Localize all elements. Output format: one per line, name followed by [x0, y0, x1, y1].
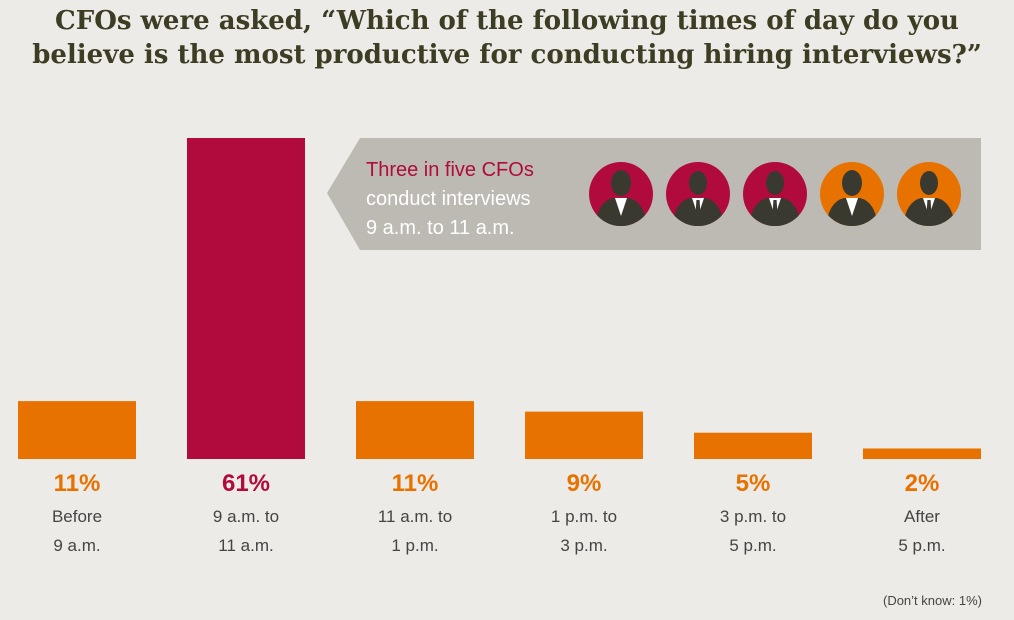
category-label-1-line-1: 9 a.m. to — [213, 507, 279, 526]
category-label-3-line-2: 3 p.m. — [560, 536, 607, 555]
bar-3 — [525, 411, 643, 459]
labels-group: 11% Before 9 a.m. 61% 9 a.m. to 11 a.m. 11% 11 … — [52, 470, 946, 555]
value-label-4: 5% — [736, 470, 771, 497]
woman-silhouette-icon — [820, 162, 884, 226]
value-label-2: 11% — [392, 470, 439, 497]
category-label-4-line-1: 3 p.m. to — [720, 507, 786, 526]
woman-silhouette-icon — [589, 162, 653, 226]
callout-line-1: Three in five CFOs — [366, 159, 534, 181]
chart-title-line-1: CFOs were asked, “Which of the following… — [55, 6, 959, 36]
man-silhouette-icon — [743, 162, 807, 226]
category-label-5-line-2: 5 p.m. — [898, 536, 945, 555]
bar-1 — [187, 138, 305, 459]
value-label-1: 61% — [222, 470, 270, 497]
man-silhouette-icon — [897, 162, 961, 226]
value-label-5: 2% — [905, 470, 940, 497]
category-label-0-line-1: Before — [52, 507, 102, 526]
footnote: (Don’t know: 1%) — [883, 593, 982, 608]
man-silhouette-icon — [666, 162, 730, 226]
avatar-group — [589, 162, 961, 226]
footnote-value: 1% — [958, 593, 978, 608]
callout-line-2: conduct interviews — [366, 188, 531, 210]
chart-title-line-2: believe is the most productive for condu… — [32, 40, 982, 70]
value-label-3: 9% — [567, 470, 602, 497]
bar-5 — [863, 448, 981, 459]
value-label-0: 11% — [54, 470, 101, 497]
category-label-3-line-1: 1 p.m. to — [551, 507, 617, 526]
callout-arrow-background — [327, 138, 981, 250]
bar-4 — [694, 432, 812, 459]
footnote-suffix: ) — [977, 593, 982, 608]
category-label-4-line-2: 5 p.m. — [729, 536, 776, 555]
callout-box: Three in five CFOs conduct interviews 9 … — [327, 138, 981, 250]
chart-title: CFOs were asked, “Which of the following… — [0, 4, 1014, 72]
bar-2 — [356, 401, 474, 459]
footnote-prefix: (Don’t know: — [882, 593, 959, 608]
category-label-1-line-2: 11 a.m. — [218, 536, 273, 555]
category-label-2-line-2: 1 p.m. — [391, 536, 438, 555]
category-label-5-line-1: After — [904, 507, 940, 526]
category-label-2-line-1: 11 a.m. to — [378, 507, 452, 526]
callout-line-3: 9 a.m. to 11 a.m. — [366, 217, 515, 239]
bar-0 — [18, 401, 136, 459]
bars-group — [18, 138, 981, 459]
category-label-0-line-2: 9 a.m. — [53, 536, 100, 555]
